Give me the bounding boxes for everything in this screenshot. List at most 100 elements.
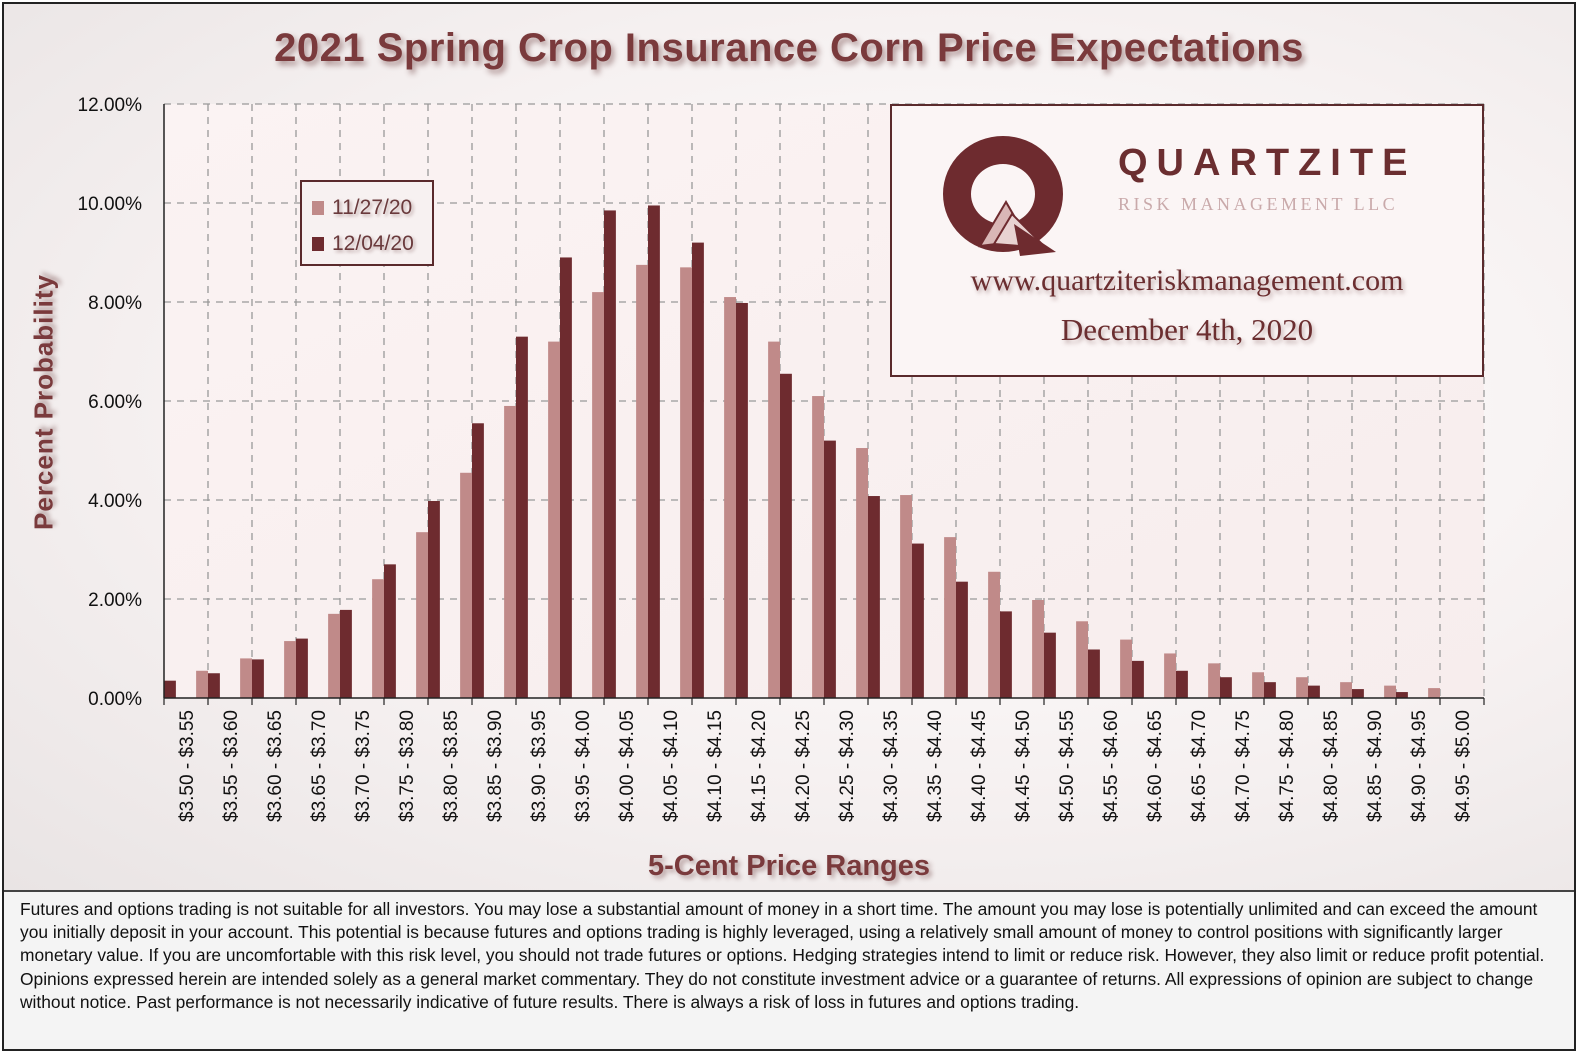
bar-series-1 <box>988 571 1000 698</box>
legend-item-series-2: 12/04/20 <box>312 226 432 262</box>
bar-series-2 <box>780 373 792 698</box>
y-tick-label: 0.00% <box>88 689 142 710</box>
bar-series-1 <box>1164 653 1176 698</box>
bar-series-1 <box>1428 688 1440 698</box>
bar-series-1 <box>768 341 780 698</box>
report-date: December 4th, 2020 <box>1060 312 1314 347</box>
bar-series-2 <box>956 581 968 698</box>
legend-item-series-1: 11/27/20 <box>312 190 432 226</box>
x-tick-label: $3.80 - $3.85 <box>441 710 462 822</box>
bar-series-2 <box>472 423 484 698</box>
bar-series-2 <box>1088 649 1100 698</box>
x-tick-label: $4.70 - $4.75 <box>1233 710 1254 822</box>
x-tick-label: $3.75 - $3.80 <box>397 710 418 822</box>
bar-series-1 <box>636 264 648 698</box>
bar-series-2 <box>1000 611 1012 698</box>
x-tick-label: $3.65 - $3.70 <box>309 710 330 822</box>
brand-name: QUARTZITE <box>1118 142 1417 184</box>
bar-series-1 <box>548 341 560 698</box>
legend-label-series-2: 12/04/20 <box>332 232 414 255</box>
x-tick-label: $3.50 - $3.55 <box>177 710 198 822</box>
bar-series-1 <box>812 396 824 698</box>
bar-series-1 <box>1252 672 1264 698</box>
y-axis-title: Percent Probability <box>28 274 59 530</box>
bars-layer <box>164 205 1440 699</box>
bar-series-2 <box>1176 670 1188 698</box>
bar-series-1 <box>1120 639 1132 698</box>
bar-series-2 <box>604 210 616 699</box>
bar-series-2 <box>296 638 308 698</box>
bar-series-1 <box>1340 682 1352 698</box>
brand-subtitle: RISK MANAGEMENT LLC <box>1118 194 1399 214</box>
bar-series-1 <box>1076 621 1088 698</box>
axis-layer: 0.00% 2.00% 4.00% 6.00% 8.00% 10.00% 12.00% $3.… <box>78 95 1485 822</box>
x-tick-label: $4.90 - $4.95 <box>1409 710 1430 822</box>
x-tick-label: $3.70 - $3.75 <box>353 710 374 822</box>
bar-series-1 <box>328 613 340 698</box>
bar-series-2 <box>1044 632 1056 698</box>
legend-swatch-series-1 <box>312 201 324 215</box>
bar-series-2 <box>736 302 748 698</box>
bar-series-2 <box>824 440 836 698</box>
chart-title: 2021 Spring Crop Insurance Corn Price Ex… <box>274 26 1304 70</box>
bar-series-2 <box>516 336 528 698</box>
x-tick-label: $4.60 - $4.65 <box>1145 710 1166 822</box>
x-tick-label: $3.95 - $4.00 <box>573 710 594 822</box>
x-tick-label: $4.20 - $4.25 <box>793 710 814 822</box>
bar-series-1 <box>372 579 384 698</box>
x-tick-label: $3.55 - $3.60 <box>221 710 242 822</box>
bar-series-1 <box>416 532 428 698</box>
x-tick-label: $3.85 - $3.90 <box>485 710 506 822</box>
y-tick-label: 10.00% <box>78 194 143 215</box>
x-tick-label: $4.15 - $4.20 <box>749 710 770 822</box>
bar-series-1 <box>592 292 604 698</box>
bar-series-2 <box>428 500 440 698</box>
bar-series-1 <box>284 641 296 698</box>
x-tick-label: $4.80 - $4.85 <box>1321 710 1342 822</box>
bar-series-2 <box>1352 689 1364 698</box>
legend-swatch-series-2 <box>312 237 324 251</box>
bar-series-2 <box>1308 685 1320 698</box>
bar-series-2 <box>164 680 176 698</box>
bar-series-2 <box>384 564 396 698</box>
branding-box: QUARTZITE RISK MANAGEMENT LLC www.quartz… <box>890 104 1484 377</box>
bar-series-1 <box>240 658 252 698</box>
bar-series-2 <box>1220 677 1232 698</box>
disclaimer-text: Futures and options trading is not suita… <box>20 899 1545 1012</box>
x-tick-label: $4.85 - $4.90 <box>1365 710 1386 822</box>
bar-series-2 <box>1396 692 1408 698</box>
x-tick-label: $4.35 - $4.40 <box>925 710 946 822</box>
bar-series-1 <box>900 495 912 698</box>
bar-series-2 <box>208 673 220 698</box>
quartzite-q-logo-icon <box>943 136 1063 256</box>
x-tick-label: $4.25 - $4.30 <box>837 710 858 822</box>
y-tick-label: 12.00% <box>78 95 143 116</box>
x-tick-label: $4.45 - $4.50 <box>1013 710 1034 822</box>
y-tick-label: 8.00% <box>88 293 142 314</box>
x-tick-label: $4.75 - $4.80 <box>1277 710 1298 822</box>
x-tick-label: $4.40 - $4.45 <box>969 710 990 822</box>
bar-series-1 <box>856 448 868 698</box>
bar-series-2 <box>648 205 660 698</box>
bar-series-1 <box>460 472 472 698</box>
legend-label-series-1: 11/27/20 <box>332 196 413 219</box>
website-link[interactable]: www.quartziteriskmanagement.com <box>970 264 1404 297</box>
bar-series-2 <box>912 543 924 698</box>
x-tick-label: $4.05 - $4.10 <box>661 710 682 822</box>
bar-series-2 <box>1264 682 1276 698</box>
x-tick-label: $4.00 - $4.05 <box>617 710 638 822</box>
x-tick-label: $4.30 - $4.35 <box>881 710 902 822</box>
bar-series-1 <box>196 670 208 698</box>
bar-series-2 <box>560 257 572 698</box>
bar-series-1 <box>1384 685 1396 698</box>
x-tick-label: $4.50 - $4.55 <box>1057 710 1078 822</box>
bar-series-1 <box>724 297 736 698</box>
x-tick-label: $4.65 - $4.70 <box>1189 710 1210 822</box>
bar-series-1 <box>1032 599 1044 698</box>
bar-series-2 <box>252 659 264 698</box>
bar-series-2 <box>868 496 880 698</box>
y-tick-label: 6.00% <box>88 392 142 413</box>
x-tick-label: $3.90 - $3.95 <box>529 710 550 822</box>
x-tick-label: $4.95 - $5.00 <box>1453 710 1474 822</box>
